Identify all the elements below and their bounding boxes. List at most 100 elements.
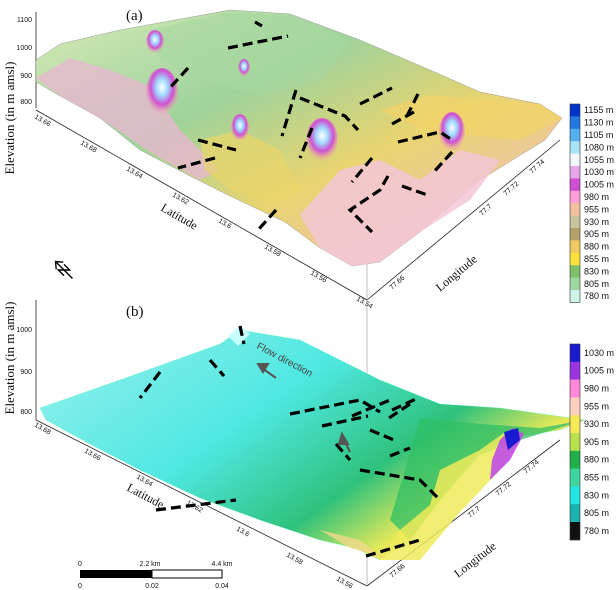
colorbar-label: 880 m xyxy=(584,242,609,252)
panel-b-lon-tick: 77.72 xyxy=(495,481,513,498)
panel-a-peak xyxy=(146,30,164,54)
panel-a-lat-tick: 13.54 xyxy=(355,296,374,311)
scalebar-km-label: 4.4 km xyxy=(211,561,232,568)
panel-b-lat-tick: 13.6 xyxy=(235,526,250,539)
scalebar-deg-label: 0.02 xyxy=(145,583,159,590)
panel-a-ylabel: Elevation (in m amsl) xyxy=(2,61,17,174)
colorbar-label: 830 m xyxy=(584,490,609,500)
panel-b-terrain-band xyxy=(390,418,585,540)
panel-b-lineament xyxy=(351,398,391,418)
scalebar-km-label: 0 xyxy=(78,561,82,568)
panel-b-lon-label: Longitude xyxy=(451,539,498,580)
colorbar-swatch xyxy=(570,522,580,541)
flow-arrow-icon xyxy=(337,431,350,445)
panel-b-lineaments xyxy=(138,325,442,558)
colorbar-label: 880 m xyxy=(584,455,609,465)
colorbar-swatch xyxy=(570,252,580,266)
colorbar-swatch xyxy=(570,344,580,363)
panel-a-peak xyxy=(231,114,249,142)
colorbar-swatch xyxy=(570,450,580,470)
panel-b-lon-tick: 77.74 xyxy=(523,459,541,476)
panel-a-lineament xyxy=(401,184,431,198)
colorbar-swatch xyxy=(570,228,580,241)
panel-a-lineament xyxy=(166,66,190,92)
panel-b-terrain-band xyxy=(504,428,520,450)
scalebar-empty-segment xyxy=(151,569,223,579)
panel-a-lineament xyxy=(197,138,237,152)
panel-a-lon-tick: 77.72 xyxy=(503,180,521,197)
panel-b-lineament xyxy=(369,428,395,442)
panel-b-lineament xyxy=(389,446,411,458)
colorbar-label: 1005 m xyxy=(584,366,614,376)
colorbar-swatch xyxy=(570,361,580,381)
colorbar-swatch xyxy=(570,141,580,155)
panel-a-lineament xyxy=(347,175,390,234)
panel-b-terrain-band xyxy=(380,432,520,560)
panel-a-terrain-band xyxy=(200,130,300,205)
colorbar-label: 905 m xyxy=(584,229,609,239)
panel-a-terrain-band xyxy=(150,12,350,95)
panel-b-lineament xyxy=(385,402,411,422)
colorbar-label: 780 m xyxy=(584,291,609,301)
colorbar-swatch xyxy=(570,215,580,229)
colorbar-label: 1130 m xyxy=(584,118,613,128)
panel-a-lon-tick: 77.74 xyxy=(529,158,547,175)
panel-a-lon-label: Longitude xyxy=(433,252,480,294)
panel-b-lon-tick: 77.66 xyxy=(389,563,407,580)
panel-b-lon-tick: 77.7 xyxy=(467,505,482,519)
panel-a-lineament xyxy=(397,130,453,144)
colorbar-label: 855 m xyxy=(584,254,609,264)
colorbar-label: 955 m xyxy=(584,204,609,214)
panel-b-elev-tick: 900 xyxy=(20,369,32,376)
panel-a-lineament xyxy=(280,89,298,137)
panel-b: (b) Elevation (in m amsl) 1000 900 800 xyxy=(2,300,614,590)
panel-b-label: (b) xyxy=(126,304,144,320)
colorbar-label: 1030 m xyxy=(584,348,614,358)
colorbar-label: 955 m xyxy=(584,401,609,411)
panel-a-elev-tick: 800 xyxy=(20,99,32,106)
panel-a-terrain-band xyxy=(300,150,500,266)
flow-arrows xyxy=(256,363,351,453)
panel-b-lineament xyxy=(365,538,421,558)
panel-a-lineaments xyxy=(166,20,454,234)
colorbar-swatch xyxy=(570,504,580,523)
colorbar-swatch xyxy=(570,397,580,416)
colorbar-swatch xyxy=(570,104,580,117)
colorbar-frame xyxy=(569,343,581,541)
panel-a-lon-axis xyxy=(366,139,561,301)
panel-a-elev-tick: 1000 xyxy=(16,45,32,52)
panel-a-lineament xyxy=(298,127,314,159)
colorbar-label: 1055 m xyxy=(584,155,614,165)
colorbar-label: 980 m xyxy=(584,384,609,394)
panel-a-lineament xyxy=(391,110,415,126)
panel-b-lat-tick: 13.62 xyxy=(185,500,204,515)
scalebar-km-label: 2.2 km xyxy=(139,561,160,568)
panel-b-ylabel: Elevation (in m amsl) xyxy=(2,301,17,414)
colorbar-label: 1005 m xyxy=(584,180,614,190)
panel-b-lineament xyxy=(321,414,369,428)
panel-a-terrain-band xyxy=(380,95,562,140)
panel-b-elev-tick: 800 xyxy=(20,409,32,416)
colorbar-label: 905 m xyxy=(584,437,609,447)
colorbar-swatch xyxy=(570,468,580,487)
panel-b-lineament xyxy=(238,325,246,345)
panel-a-lineament xyxy=(227,34,289,50)
panel-a-lat-tick: 13.64 xyxy=(125,166,144,181)
panel-b-lineament xyxy=(208,358,226,378)
panel-a-lineament xyxy=(359,86,393,106)
panel-b-terrain-band xyxy=(320,530,380,556)
colorbar-swatch xyxy=(570,415,580,434)
panel-a-lineament xyxy=(177,156,216,170)
panel-a-lineament xyxy=(299,96,360,132)
colorbar-swatch xyxy=(570,486,580,505)
panel-b-lineament xyxy=(359,468,442,502)
colorbar-swatch xyxy=(570,203,580,217)
panel-a-terrain-band xyxy=(36,58,220,180)
colorbar-frame xyxy=(569,103,581,303)
panel-a-peak xyxy=(146,68,178,116)
panel-a-label: (a) xyxy=(126,8,143,24)
panel-a-lat-tick: 13.68 xyxy=(79,140,98,155)
colorbar-label: 930 m xyxy=(584,217,609,227)
panel-a-elev-tick: 1100 xyxy=(17,17,32,24)
colorbar-label: 780 m xyxy=(584,526,609,536)
